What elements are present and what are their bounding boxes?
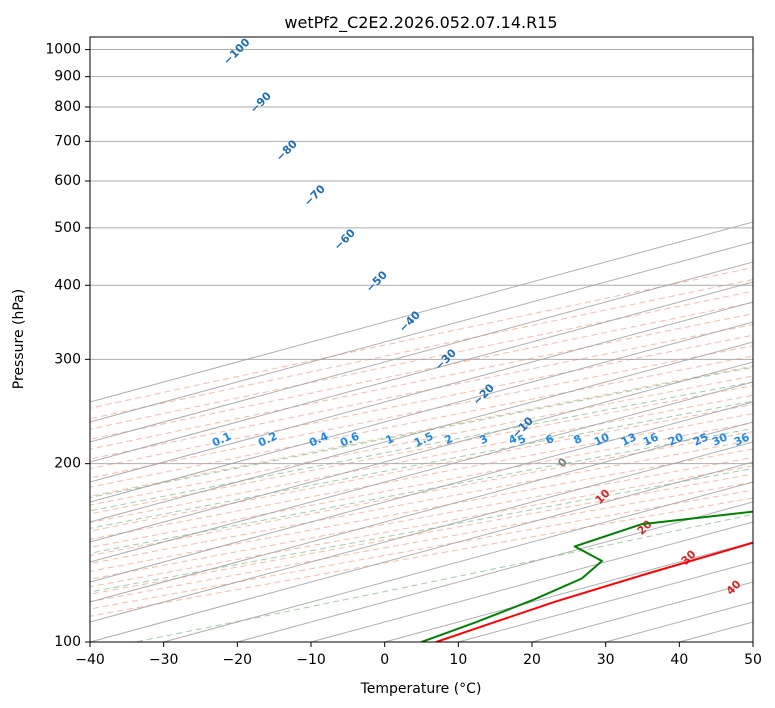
y-axis: 100 200 300 400 500 600 700 800 900 1000 [45,42,90,650]
isotherm-line [90,421,753,603]
y-tick-label: 300 [54,351,81,367]
x-tick-label: 40 [670,652,688,668]
dry-adiabat-line [90,375,753,506]
isotherm-line [90,241,753,423]
y-tick-label: 700 [54,133,81,149]
dry-adiabat-line [90,267,753,409]
isotherm-line [90,321,753,503]
x-tick-label: 30 [597,652,615,668]
x-axis-title: Temperature (°C) [360,681,482,697]
chart-title: wetPf2_C2E2.2026.052.07.14.R15 [284,13,557,33]
dewpoint-profile-line [421,510,753,642]
mixing-ratio-label: 16 [641,430,661,448]
mixing-ratio-label: 36 [732,430,752,448]
isotherm-line [90,221,753,403]
y-tick-label: 200 [54,456,81,472]
isotherm-line [90,281,753,463]
mixing-ratio-label: 30 [710,430,730,448]
x-tick-label: 20 [523,652,541,668]
x-tick-label: −40 [75,652,105,668]
mixing-ratio-label: 20 [666,430,686,448]
isotherm-line [90,461,753,642]
y-axis-title: Pressure (hPa) [11,289,27,389]
y-tick-label: 800 [54,99,81,115]
reference-lines [90,49,753,642]
isotherm-line [90,361,753,543]
plot-frame [89,36,754,643]
isotherm-line [90,401,753,583]
isotherm-line [237,501,753,642]
isotherm-line [90,441,753,623]
dry-adiabat-line [90,394,753,524]
dry-adiabat-line [90,290,753,430]
temperature-profile-line [435,541,753,642]
x-tick-label: 10 [449,652,467,668]
x-tick-label: 50 [744,652,762,668]
y-tick-label: 400 [54,277,81,293]
mixing-ratio-label: 13 [619,430,638,448]
isotherm-line [752,641,753,642]
mixing-ratio-label: 25 [691,430,710,448]
x-axis: −40 −30 −20 −10 0 10 20 30 40 50 [75,642,762,668]
profiles [421,510,753,642]
y-tick-label: 900 [54,69,81,85]
dry-adiabat-line [90,324,753,460]
dry-adiabat-line [90,302,753,440]
y-tick-label: 600 [54,173,81,189]
plot-area [90,37,753,642]
x-tick-label: −20 [223,652,253,668]
isotherm-line [310,521,753,642]
x-tick-label: −30 [149,652,179,668]
y-tick-label: 100 [54,634,81,650]
isotherm-line [90,381,753,563]
isotherm-line [90,301,753,483]
y-tick-label: 500 [54,220,81,236]
dry-adiabat-line [90,365,753,497]
dry-adiabat-line [90,345,753,479]
mixing-ratio-label: 10 [592,430,612,448]
isotherm-line [163,481,753,642]
x-tick-label: 0 [380,652,389,668]
x-tick-label: −10 [296,652,326,668]
y-tick-label: 1000 [45,42,81,58]
isotherm-line [90,261,753,443]
